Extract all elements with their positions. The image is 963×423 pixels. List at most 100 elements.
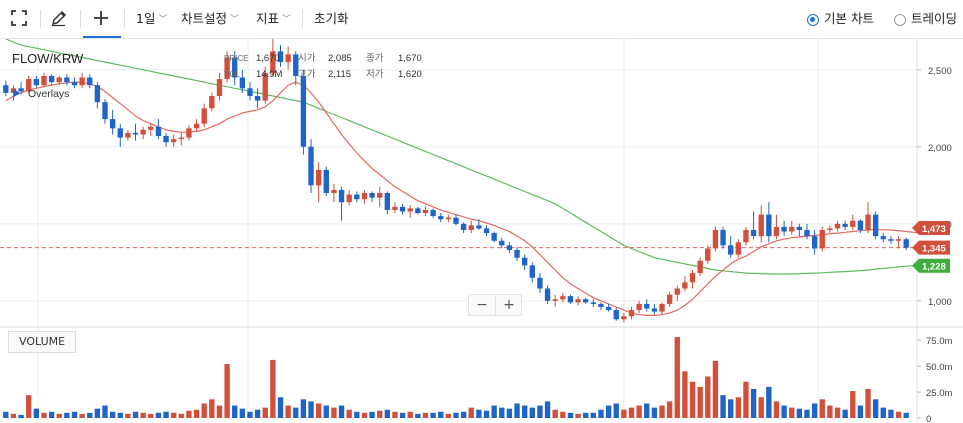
volume-bar — [529, 407, 535, 418]
candle-body — [369, 193, 375, 198]
volume-bar — [407, 411, 413, 418]
volume-bar — [71, 411, 78, 418]
candle-body — [735, 242, 741, 255]
zoom-out-button[interactable]: − — [476, 297, 488, 313]
indicators-menu[interactable]: 지표 ﹀ — [256, 0, 291, 38]
volume-tick-label: 0 — [926, 414, 931, 423]
price-legend-value: 1,670 — [256, 53, 280, 64]
volume-bar — [750, 388, 757, 418]
volume-bar — [155, 412, 162, 418]
candle-body — [445, 217, 452, 220]
candle-body — [18, 88, 24, 92]
volume-bar — [712, 360, 719, 418]
overlays-toggle[interactable]: Overlays — [14, 88, 69, 100]
candle-body — [499, 240, 505, 246]
volume-bar — [178, 413, 184, 418]
volume-bar — [346, 409, 352, 418]
ma-short-line — [5, 81, 930, 316]
volume-bar — [537, 405, 543, 418]
overlays-label: Overlays — [28, 88, 69, 100]
candle-body — [827, 228, 833, 230]
volume-bar — [628, 407, 635, 418]
candle-body — [674, 288, 680, 295]
volume-bar — [94, 408, 101, 418]
volume-bar — [689, 381, 696, 418]
candle-body — [605, 306, 612, 311]
radio-checked-icon — [807, 14, 819, 26]
candle-body — [94, 85, 101, 103]
volume-bar — [857, 405, 864, 418]
volume-bar — [819, 399, 825, 418]
volume-bar — [247, 411, 253, 418]
interval-select[interactable]: 1일 ﹀ — [136, 0, 167, 38]
candle-body — [155, 126, 162, 137]
close-legend-value: 1,670 — [398, 53, 422, 64]
candle-body — [537, 277, 543, 289]
candle-body — [773, 226, 780, 237]
reset-button[interactable]: 초기화 — [314, 11, 349, 26]
volume-bar — [109, 411, 116, 418]
candle-body — [743, 229, 749, 243]
zoom-in-button[interactable]: + — [495, 295, 522, 315]
candle-body — [567, 296, 574, 303]
candle-body — [796, 226, 803, 230]
volume-bar — [605, 405, 612, 418]
volume-bar — [560, 411, 566, 418]
draw-tool-button[interactable] — [50, 0, 68, 38]
triangle-right-icon — [14, 89, 20, 97]
volume-bar — [865, 388, 871, 418]
candle-body — [277, 51, 284, 63]
candle-body — [315, 169, 322, 186]
volume-bar — [552, 409, 558, 418]
price-marker-tag — [912, 220, 950, 235]
candle-body — [430, 209, 436, 217]
volume-bar — [270, 359, 276, 418]
candle-body — [48, 75, 55, 83]
volume-bar — [583, 412, 589, 418]
volume-bar — [262, 407, 268, 418]
volume-bar — [636, 405, 642, 418]
mode-trading-label: 트레이딩 — [911, 11, 958, 26]
candle-body — [171, 139, 177, 143]
candle-body — [132, 132, 139, 135]
candle-body — [163, 136, 169, 143]
volume-bar — [232, 405, 238, 418]
volume-bar — [277, 397, 284, 418]
radio-unchecked-icon — [894, 14, 906, 26]
mode-basic-radio[interactable]: 기본 차트 — [807, 0, 874, 38]
volume-bar — [773, 401, 780, 418]
candle-body — [697, 260, 703, 274]
volume-bar — [888, 409, 894, 418]
volume-bar — [430, 412, 436, 418]
candle-body — [148, 126, 154, 130]
candle-body — [506, 245, 513, 250]
price-markers: 1,473 1,345 1,228 — [912, 220, 950, 273]
open-legend-label: 시가 — [298, 53, 316, 64]
fullscreen-button[interactable] — [10, 0, 28, 38]
chart-settings-menu[interactable]: 차트설정 ﹀ — [181, 0, 239, 38]
volume-bar — [659, 405, 665, 418]
volume-bar — [216, 405, 223, 418]
candle-body — [789, 226, 795, 232]
volume-bar — [827, 405, 833, 418]
volume-bar — [323, 405, 329, 418]
candle-body — [209, 95, 215, 109]
volume-bar — [300, 399, 307, 418]
volume-panel-label: VOLUME — [8, 331, 77, 353]
volume-bar — [758, 397, 764, 418]
candle-body — [621, 316, 627, 320]
chevron-down-icon: ﹀ — [230, 15, 240, 25]
volume-bars — [3, 337, 909, 418]
volume-bar — [468, 407, 474, 418]
candle-body — [682, 282, 688, 289]
ma-long-line — [5, 39, 914, 275]
crosshair-button[interactable] — [92, 0, 110, 38]
volume-bar — [483, 410, 490, 418]
candle-body — [842, 223, 848, 227]
candlesticks — [3, 39, 909, 323]
toolbar: 1일 ﹀ 차트설정 ﹀ 지표 ﹀ 초기화 기본 차트 트레이딩 — [0, 0, 963, 39]
mode-trading-radio[interactable]: 트레이딩 — [894, 0, 957, 38]
candle-body — [102, 102, 108, 120]
candle-body — [216, 79, 223, 96]
